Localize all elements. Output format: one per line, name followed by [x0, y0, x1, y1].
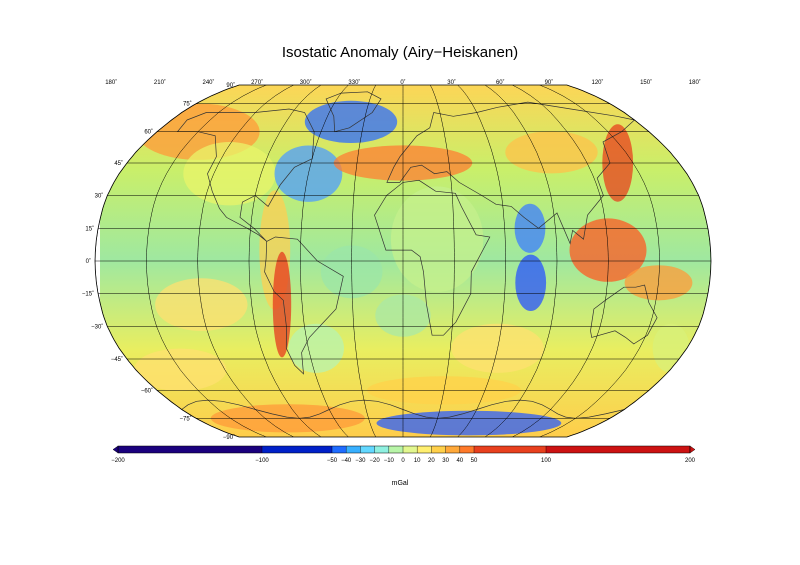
colorbar-segment [431, 446, 445, 453]
anomaly-patch [391, 186, 483, 292]
lon-label: 210˚ [154, 79, 166, 86]
lat-label: 30˚ [95, 193, 104, 200]
colorbar-tick-label: 20 [428, 458, 435, 464]
lon-label: 300˚ [300, 79, 312, 86]
colorbar-unit-label: mGal [0, 480, 800, 487]
lon-label: 60˚ [496, 79, 505, 86]
colorbar-segment [460, 446, 474, 453]
lat-label: −45˚ [111, 356, 123, 363]
anomaly-patch [305, 101, 397, 143]
colorbar-segment [118, 446, 262, 453]
lat-label: 90˚ [226, 82, 235, 89]
colorbar-segment [474, 446, 546, 453]
colorbar-tick-label: −50 [327, 458, 338, 464]
lon-label: 30˚ [447, 79, 456, 86]
lon-label: 180˚ [105, 79, 117, 86]
lon-label: 330˚ [348, 79, 360, 86]
colorbar-tick-label: 40 [456, 458, 463, 464]
lon-label: 150˚ [640, 79, 652, 86]
colorbar-tick-label: −40 [341, 458, 352, 464]
lon-label: 90˚ [545, 79, 554, 86]
lat-label: 0˚ [86, 258, 91, 265]
colorbar-segment [403, 446, 417, 453]
anomaly-field [95, 80, 760, 440]
colorbar-tick-label: −10 [384, 458, 395, 464]
anomaly-patch [183, 142, 275, 205]
colorbar: −200 −100 −50 −40 −30 −20 −10 0 10 20 30 40 50 100 200 [111, 446, 695, 464]
colorbar-tick-label: 30 [442, 458, 449, 464]
colorbar-segment [417, 446, 431, 453]
colorbar-segment [360, 446, 374, 453]
colorbar-tick-label: 0 [401, 458, 405, 464]
colorbar-segment [346, 446, 360, 453]
lat-label: −30˚ [91, 324, 103, 331]
colorbar-tick-label: 200 [685, 458, 696, 464]
colorbar-segment [389, 446, 403, 453]
anomaly-patch [273, 252, 291, 358]
lon-label: 270˚ [251, 79, 263, 86]
colorbar-segment [546, 446, 690, 453]
colorbar-tick-label: 50 [471, 458, 478, 464]
longitude-labels: 180˚ 210˚ 240˚ 270˚ 300˚ 330˚ 0˚ 30˚ 60˚ 90˚ 120˚ 1… [105, 79, 701, 86]
lat-label: 75˚ [183, 101, 192, 108]
lon-label: 0˚ [400, 79, 405, 86]
colorbar-tick-label: −20 [370, 458, 381, 464]
lat-label: 60˚ [144, 129, 153, 136]
colorbar-tick-label: −200 [111, 458, 125, 464]
lon-label: 240˚ [202, 79, 214, 86]
anomaly-patch [653, 324, 690, 373]
colorbar-segment [332, 446, 346, 453]
colorbar-tick-label: −100 [255, 458, 269, 464]
lon-label: 120˚ [591, 79, 603, 86]
colorbar-segment [375, 446, 389, 453]
anomaly-patch [289, 324, 344, 373]
colorbar-tick-label: −30 [355, 458, 366, 464]
lat-label: −60˚ [141, 387, 153, 394]
lat-label: 15˚ [85, 225, 94, 232]
anomaly-patch [505, 131, 597, 173]
colorbar-tick-label: 100 [541, 458, 552, 464]
lat-label: −90˚ [223, 434, 235, 441]
lon-label: 180˚ [689, 79, 701, 86]
lat-label: 45˚ [114, 160, 123, 167]
anomaly-patch [515, 255, 546, 311]
lat-label: −15˚ [82, 291, 94, 298]
colorbar-segment [262, 446, 332, 453]
lat-label: −75˚ [180, 415, 192, 422]
colorbar-segment [446, 446, 460, 453]
colorbar-tick-label: 10 [414, 458, 421, 464]
colorbar-over-arrow [690, 446, 695, 453]
colorbar-under-arrow [113, 446, 118, 453]
